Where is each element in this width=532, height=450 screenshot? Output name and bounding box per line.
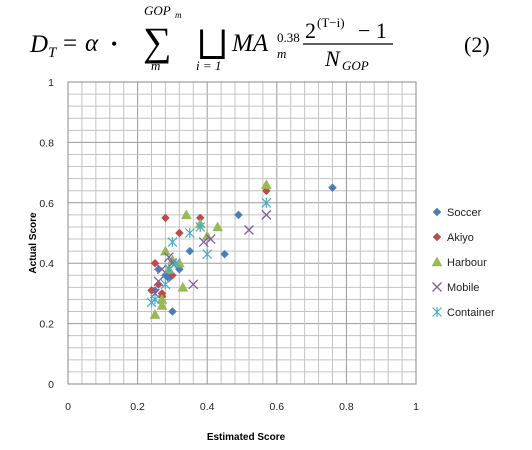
point-container [261, 197, 272, 208]
eq-sum-upper: GOP [144, 3, 171, 18]
eq-den-var: N [324, 46, 341, 71]
point-harbour [177, 281, 189, 292]
y-tick-label: 0.6 [39, 198, 54, 210]
legend-label-akiyo: Akiyo [447, 232, 474, 244]
scatter-chart: 0 0.2 0.4 0.6 0.8 1 0 0.2 0.4 0.6 0.8 1 Soccer Akiyo… [28, 77, 495, 443]
point-container [163, 264, 174, 275]
legend-marker-harbour [431, 256, 443, 267]
eq-num-exp: (T−i) [317, 15, 345, 30]
eq-num-base: 2 [305, 18, 316, 43]
eq-number: (2) [464, 32, 490, 57]
point-container [195, 221, 206, 232]
legend-marker-container [432, 307, 442, 317]
point-mobile [244, 225, 254, 235]
point-mobile [188, 279, 199, 290]
eq-ma-sub: m [277, 46, 286, 61]
point-soccer [220, 249, 229, 259]
eq-dot: • [111, 34, 117, 54]
point-soccer [168, 307, 177, 316]
plot-marks [146, 179, 337, 319]
point-harbour [212, 221, 224, 232]
point-harbour [260, 179, 272, 189]
point-soccer [185, 246, 195, 256]
legend-label-container: Container [447, 307, 495, 319]
y-tick-label: 0.8 [39, 137, 54, 149]
point-container [167, 237, 178, 248]
point-akiyo [175, 228, 184, 238]
eq-union-symbol: ⨆ [198, 24, 227, 64]
y-tick-label: 0.2 [39, 319, 54, 331]
plot-border [67, 81, 417, 385]
y-tick-label: 1 [48, 77, 54, 89]
point-akiyo [150, 258, 160, 268]
eq-equals: = [63, 30, 77, 57]
legend: Soccer Akiyo Harbour Mobile Container [431, 207, 495, 319]
legend-label-mobile: Mobile [447, 282, 479, 294]
point-container [160, 279, 171, 290]
eq-den-sub: GOP [342, 58, 369, 72]
x-tick-label: 0.8 [339, 401, 354, 413]
point-soccer [234, 210, 243, 220]
point-container [170, 258, 181, 269]
eq-union-lower: i = 1 [196, 58, 221, 72]
x-tick-label: 0.2 [130, 401, 145, 413]
point-akiyo [161, 213, 170, 223]
point-container [202, 249, 213, 260]
eq-num-minus: − 1 [358, 18, 387, 43]
x-tick-label: 0.6 [269, 401, 284, 413]
point-harbour [156, 299, 168, 310]
x-axis-label: Estimated Score [207, 432, 286, 443]
x-tick-label: 0.4 [200, 401, 215, 413]
point-container [184, 228, 195, 238]
y-tick-label: 0 [48, 379, 54, 391]
point-mobile [163, 252, 174, 263]
legend-label-soccer: Soccer [447, 207, 482, 219]
eq-ma-exp: 0.38 [277, 30, 300, 45]
point-mobile [205, 234, 216, 244]
point-harbour [180, 209, 192, 220]
eq-sum-symbol: ∑ [143, 19, 172, 64]
legend-label-harbour: Harbour [447, 257, 487, 269]
legend-marker-soccer [432, 207, 442, 217]
point-soccer [328, 183, 337, 193]
legend-marker-akiyo [432, 232, 442, 242]
eq-sum-lower: m [151, 58, 160, 72]
point-akiyo [154, 279, 163, 289]
eq-lhs-sub: T [48, 45, 58, 61]
eq-lhs-var: D [29, 31, 48, 58]
x-tick-label: 1 [413, 401, 419, 413]
y-axis-label: Actual Score [28, 212, 39, 274]
eq-alpha: α [85, 30, 99, 57]
legend-marker-mobile [432, 282, 442, 292]
point-mobile [157, 264, 167, 275]
point-harbour [160, 245, 171, 256]
eq-sum-upper-sub: m [175, 10, 182, 20]
equation-2: D T = α • GOP m ∑ m ⨆ i = 1 MA 0.38 m 2 … [29, 3, 490, 72]
point-harbour [156, 293, 168, 304]
point-container [146, 297, 157, 308]
eq-ma: MA [231, 30, 269, 57]
plot-axes: 0 0.2 0.4 0.6 0.8 1 0 0.2 0.4 0.6 0.8 1 [39, 77, 419, 413]
y-tick-label: 0.4 [39, 258, 54, 270]
point-mobile [261, 209, 272, 220]
plot-grid [67, 81, 417, 385]
point-mobile [198, 237, 209, 248]
x-tick-label: 0 [65, 401, 71, 413]
point-mobile [153, 276, 164, 287]
point-harbour [149, 309, 161, 319]
